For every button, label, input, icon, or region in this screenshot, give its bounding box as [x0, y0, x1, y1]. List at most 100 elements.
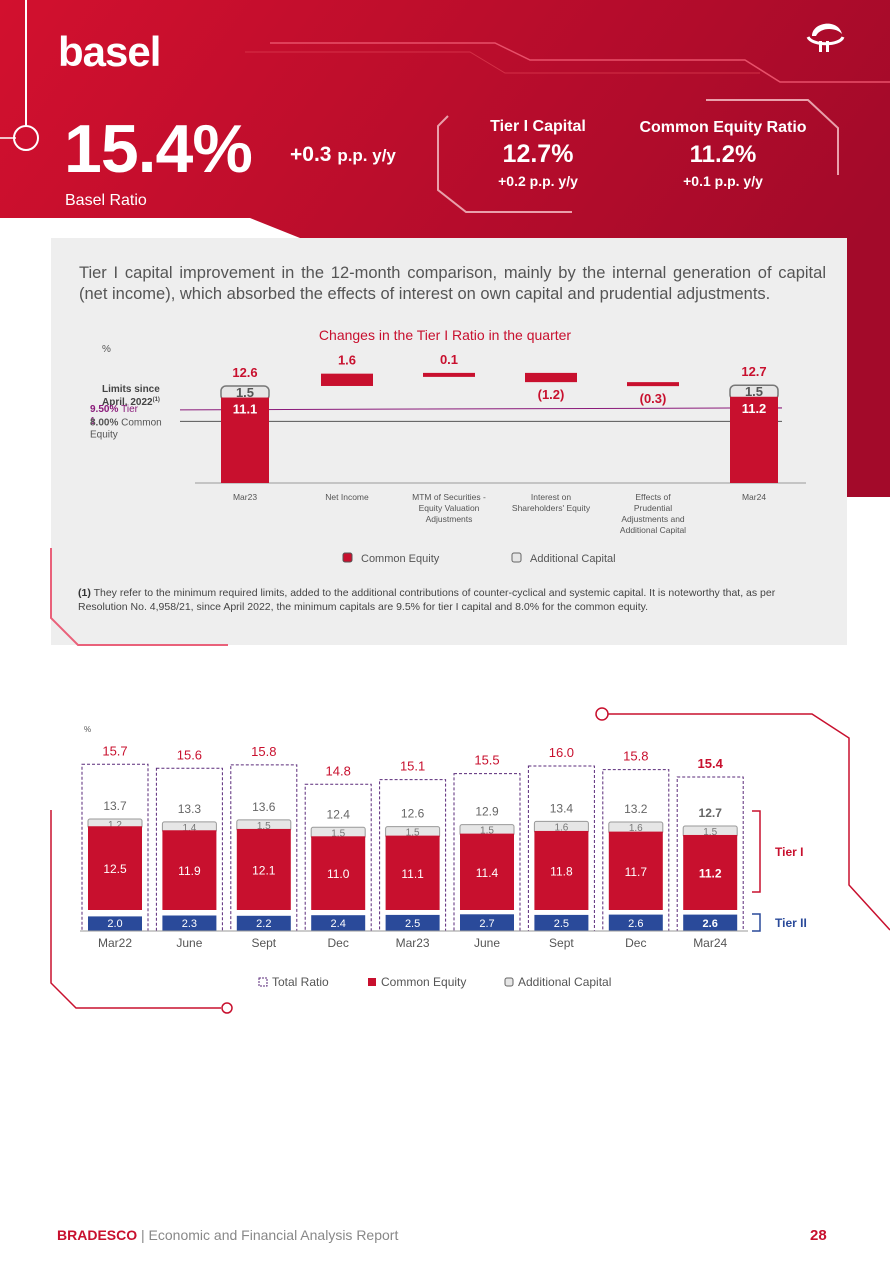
legend-label: Common Equity	[361, 553, 440, 565]
additional-capital-label: 1.5	[236, 385, 254, 400]
tier2-bar	[385, 914, 440, 931]
tier1-kpi: Tier I Capital 12.7% +0.2 p.p. y/y	[464, 118, 612, 189]
history-unit: %	[84, 725, 91, 734]
common-equity-bar	[88, 826, 142, 910]
x-tick-label: June	[474, 936, 500, 950]
common-equity-label: 11.2	[699, 866, 722, 880]
tier1-label: 12.7	[699, 806, 723, 820]
total-ratio-label: 15.8	[623, 749, 648, 764]
legend-swatch	[342, 552, 353, 563]
common-equity-label: 11.0	[327, 867, 350, 881]
x-tick-label: Mar24	[693, 936, 727, 950]
legend-swatch	[258, 977, 268, 987]
x-tick-label: Dec	[625, 936, 646, 950]
total-ratio-label: 15.7	[102, 743, 127, 758]
category-label: Effects of Prudential Adjustments and Addit…	[620, 492, 686, 535]
tier2-bracket-label: Tier II	[775, 916, 807, 930]
bottom-decor-lines	[50, 707, 890, 1014]
total-ratio-label: 16.0	[549, 745, 574, 760]
x-tick-label: Mar22	[98, 936, 132, 950]
total-ratio-label: 15.1	[400, 759, 425, 774]
category-label: Mar24	[742, 492, 766, 502]
change-bar	[423, 372, 475, 377]
limit-label: 9.50% Tier 1	[90, 404, 139, 427]
change-label: (1.2)	[538, 387, 565, 402]
additional-capital-label: 1.5	[480, 826, 494, 837]
common-equity-label: 11.1	[401, 867, 424, 881]
header-background	[0, 0, 890, 497]
common-equity-label: 11.4	[476, 866, 499, 880]
tier2-bar	[236, 915, 291, 931]
tier1-label: 12.9	[475, 805, 499, 819]
limit-label: 8.00% Common Equity	[90, 417, 162, 440]
legend-label: Additional Capital	[518, 975, 611, 989]
common-equity-bar	[385, 835, 440, 910]
tier2-label: 2.5	[554, 918, 569, 930]
category-label: MTM of Securities -Equity Valuation Adjus…	[412, 492, 486, 524]
tier2-label: 2.4	[331, 918, 346, 930]
tier1-label: 13.2	[624, 802, 648, 816]
waterfall-chart: % Limits since April, 2022(1)9.50% Tier 18.…	[90, 344, 806, 565]
additional-capital-label: 1.2	[108, 820, 122, 831]
x-tick-label: Sept	[251, 936, 276, 950]
footer-brand: BRADESCO	[57, 1227, 138, 1243]
cet1-value: 11.2%	[689, 141, 757, 168]
total-label: 12.7	[741, 364, 766, 379]
footnote: (1) They refer to the minimum required l…	[78, 587, 776, 613]
tier2-bar	[534, 914, 589, 931]
basel-ratio-delta: +0.3 p.p. y/y	[290, 143, 396, 166]
legend-swatch	[504, 977, 514, 987]
tier2-label: 2.6	[628, 918, 643, 930]
basel-ratio-label: Basel Ratio	[65, 192, 147, 209]
waterfall-unit: %	[102, 344, 111, 355]
category-label: Interest on Shareholders' Equity	[512, 492, 591, 513]
tier1-bracket-label: Tier I	[775, 845, 803, 859]
common-equity-label: 12.5	[103, 862, 127, 876]
additional-capital-label: 1.5	[703, 827, 717, 838]
tier2-bar	[683, 914, 738, 931]
tier2-label: 2.7	[479, 918, 494, 930]
tier1-label: 13.6	[252, 800, 276, 814]
bradesco-logo-icon	[806, 23, 845, 52]
common-equity-label: 11.2	[742, 401, 767, 416]
limits-label: Limits since April, 2022(1)	[102, 384, 160, 408]
common-equity-bar	[221, 397, 269, 483]
tier1-label: 13.3	[178, 802, 202, 816]
tier1-title: Tier I Capital	[490, 118, 586, 135]
tier1-label: 12.4	[327, 807, 351, 821]
tier2-bar	[311, 915, 366, 931]
common-equity-label: 12.1	[252, 863, 276, 877]
additional-capital-label: 1.5	[406, 828, 420, 839]
x-tick-label: Sept	[549, 936, 574, 950]
basel-history-chart: % 15.7 13.7 1.2 12.5 2.0 Mar22 15.6 13.3 1.4 11.9 2…	[80, 725, 807, 989]
panel-decor-line	[50, 548, 228, 646]
total-ratio-box	[527, 765, 595, 932]
x-tick-label: Dec	[328, 936, 349, 950]
common-equity-bar	[236, 828, 291, 910]
tier1-panel	[51, 238, 847, 645]
common-equity-label: 11.1	[233, 402, 258, 417]
x-tick-label: Mar23	[396, 936, 430, 950]
legend-swatch	[368, 978, 376, 986]
total-ratio-label: 15.4	[698, 756, 724, 771]
change-bar	[627, 382, 679, 387]
tier1-delta: +0.2 p.p. y/y	[498, 173, 578, 189]
page-number: 28	[810, 1227, 827, 1244]
legend-label: Additional Capital	[530, 553, 616, 565]
tier2-bar	[162, 915, 217, 931]
tier2-label: 2.2	[256, 918, 271, 930]
footer: BRADESCO | Economic and Financial Analys…	[57, 1227, 399, 1243]
additional-capital-label: 1.6	[554, 822, 568, 833]
category-label: Mar23	[233, 492, 257, 502]
additional-capital-label: 1.6	[629, 823, 643, 834]
tier1-label: 12.6	[401, 807, 425, 821]
total-ratio-label: 15.6	[177, 747, 202, 762]
legend-label: Total Ratio	[272, 975, 329, 989]
cet1-delta: +0.1 p.p. y/y	[683, 173, 763, 189]
limit-line	[179, 407, 783, 411]
tier1-bracket	[752, 810, 761, 893]
tier2-bar	[88, 916, 142, 931]
cet1-title: Common Equity Ratio	[639, 119, 807, 136]
common-equity-bar	[534, 830, 589, 910]
common-equity-bar	[311, 836, 366, 910]
